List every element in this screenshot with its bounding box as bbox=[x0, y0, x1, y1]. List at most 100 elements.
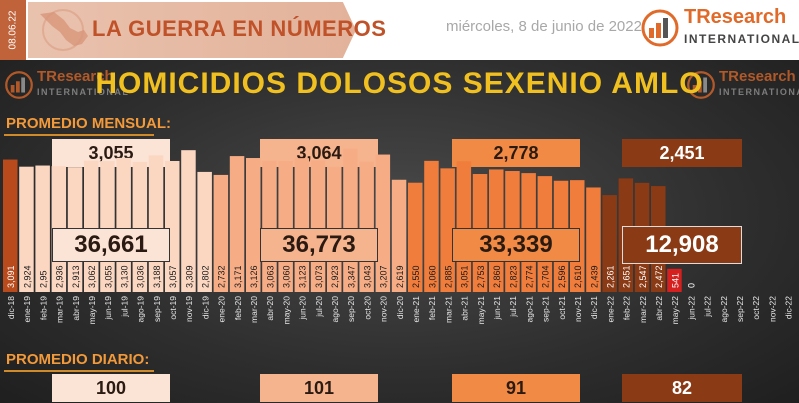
category-tick-label: sep-21 bbox=[541, 296, 551, 322]
category-tick-label: ago-22 bbox=[719, 296, 729, 323]
bar bbox=[35, 165, 50, 292]
bar bbox=[391, 179, 407, 292]
bar bbox=[424, 160, 439, 292]
category-tick-label: oct-22 bbox=[751, 296, 761, 320]
bar-value-label: 2,550 bbox=[411, 265, 421, 288]
logo-brand-top: TResearch bbox=[684, 6, 787, 28]
category-tick-label: abr-21 bbox=[460, 296, 470, 321]
bar-value-label: 0 bbox=[687, 283, 697, 288]
bar-value-label: 3,060 bbox=[427, 265, 437, 288]
category-tick-label: jun-20 bbox=[298, 296, 308, 321]
bar bbox=[229, 156, 245, 292]
category-tick-label: ago-21 bbox=[524, 296, 534, 323]
bar-value-label: 3,347 bbox=[346, 265, 356, 288]
category-tick-label: dic-20 bbox=[395, 296, 405, 319]
bar-value-label: 2,95 bbox=[39, 270, 49, 288]
bar-value-label: 2,732 bbox=[217, 265, 227, 288]
daily-average-box: 82 bbox=[622, 374, 742, 402]
bar-value-label: 3,057 bbox=[168, 265, 178, 288]
category-tick-label: dic-21 bbox=[589, 296, 599, 319]
daily-average-box: 91 bbox=[452, 374, 580, 402]
bar-value-label: 2,704 bbox=[541, 265, 551, 288]
bar-value-label: 3,207 bbox=[379, 265, 389, 288]
bar-value-label: 2,823 bbox=[508, 265, 518, 288]
bar-value-label: 2,439 bbox=[589, 265, 599, 288]
date-tab-text: 08.06.22 bbox=[7, 10, 19, 50]
category-tick-label: jun-22 bbox=[686, 296, 696, 321]
bar-value-label: 2,753 bbox=[476, 265, 486, 288]
bar bbox=[586, 187, 601, 292]
bar-value-label: 3,171 bbox=[233, 265, 243, 288]
bar-value-label: 3,063 bbox=[265, 265, 275, 288]
category-tick-label: may-19 bbox=[87, 296, 97, 325]
monthly-average-box: 2,778 bbox=[452, 139, 580, 167]
bar-value-label: 2,610 bbox=[573, 265, 583, 288]
category-tick-label: ene-22 bbox=[605, 296, 615, 323]
category-tick-label: feb-20 bbox=[233, 296, 243, 320]
category-tick-label: abr-20 bbox=[265, 296, 275, 321]
period-total-box: 36,661 bbox=[52, 228, 170, 262]
bar-value-label: 3,043 bbox=[363, 265, 373, 288]
category-tick-label: jul-19 bbox=[119, 296, 129, 318]
category-tick-label: ago-19 bbox=[136, 296, 146, 323]
bar-value-label: 2,261 bbox=[606, 265, 616, 288]
logo-brand-bottom: INTERNATIONAL bbox=[719, 87, 799, 97]
category-tick-label: abr-22 bbox=[654, 296, 664, 321]
category-tick-label: dic-22 bbox=[784, 296, 794, 319]
category-tick-label: feb-19 bbox=[38, 296, 48, 320]
bar-value-label: 3,055 bbox=[103, 265, 113, 288]
bar-value-label: 2,860 bbox=[492, 265, 502, 288]
category-tick-label: may-22 bbox=[670, 296, 680, 325]
bar-value-label: 3,126 bbox=[249, 265, 259, 288]
bar-value-label: 3,036 bbox=[136, 265, 146, 288]
category-tick-label: ene-19 bbox=[22, 296, 32, 323]
bar-value-label: 2,923 bbox=[330, 265, 340, 288]
category-tick-label: sep-22 bbox=[735, 296, 745, 322]
bar-value-label: 3,060 bbox=[282, 265, 292, 288]
bar bbox=[602, 195, 617, 292]
monthly-average-box: 2,451 bbox=[622, 139, 742, 167]
bar-value-label: 2,802 bbox=[201, 265, 211, 288]
bar-value-label: 2,924 bbox=[22, 265, 32, 288]
chart-panel: TResearch INTERNATIONAL TResearch INTERN… bbox=[0, 60, 799, 403]
bar-value-label: 2,472 bbox=[654, 265, 664, 288]
category-tick-label: mar-21 bbox=[443, 296, 453, 323]
category-tick-label: mar-20 bbox=[249, 296, 259, 323]
date-tab: 08.06.22 bbox=[0, 0, 26, 60]
bar-value-label: 2,936 bbox=[55, 265, 65, 288]
daily-label-underline bbox=[4, 370, 154, 372]
bar-value-label: 541 bbox=[670, 273, 680, 288]
bar bbox=[181, 150, 196, 292]
bar-value-label: 2,651 bbox=[622, 265, 632, 288]
category-tick-label: may-20 bbox=[281, 296, 291, 325]
bar-value-label: 3,073 bbox=[314, 265, 324, 288]
bar-value-label: 2,619 bbox=[395, 265, 405, 288]
chart-title: HOMICIDIOS DOLOSOS SEXENIO AMLO bbox=[95, 67, 704, 100]
logo-brand-top: TResearch bbox=[719, 68, 796, 85]
logo-mark-icon bbox=[641, 9, 679, 47]
category-tick-label: dic-18 bbox=[6, 296, 16, 319]
mexico-map-icon bbox=[40, 9, 88, 51]
category-tick-label: abr-19 bbox=[71, 296, 81, 321]
category-tick-label: jun-19 bbox=[103, 296, 113, 321]
category-tick-label: ene-21 bbox=[411, 296, 421, 323]
category-tick-label: feb-22 bbox=[622, 296, 632, 320]
category-tick-label: feb-21 bbox=[427, 296, 437, 320]
daily-average-box: 100 bbox=[52, 374, 170, 402]
bar-value-label: 3,091 bbox=[6, 265, 16, 288]
bar bbox=[667, 268, 682, 292]
category-tick-label: jul-20 bbox=[314, 296, 324, 318]
tresearch-logo-right: TResearch INTERNATIONAL bbox=[686, 68, 799, 104]
date-text: miércoles, 8 de junio de 2022 bbox=[446, 18, 642, 35]
bar-value-label: 3,123 bbox=[298, 265, 308, 288]
category-tick-label: nov-20 bbox=[379, 296, 389, 322]
logo-brand-top: TResearch bbox=[37, 68, 114, 85]
bar bbox=[3, 159, 18, 292]
banner-title: LA GUERRA EN NÚMEROS bbox=[92, 16, 387, 41]
tresearch-logo: TResearch INTERNATIONAL bbox=[640, 6, 799, 50]
logo-mark-icon bbox=[5, 71, 33, 99]
logo-brand-bottom: INTERNATIONAL bbox=[37, 87, 130, 97]
monthly-average-label: PROMEDIO MENSUAL: bbox=[6, 115, 171, 132]
bar-value-label: 3,188 bbox=[152, 265, 162, 288]
